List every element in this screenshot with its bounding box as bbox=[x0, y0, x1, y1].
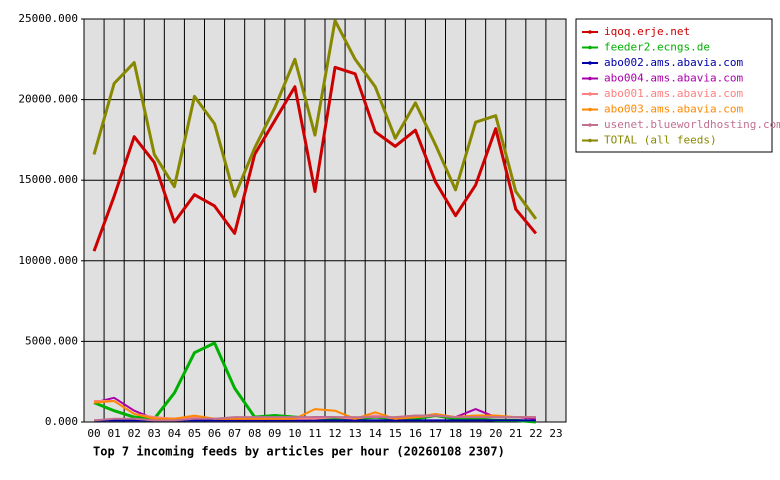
x-tick-label: 02 bbox=[128, 427, 141, 440]
legend-label: abo004.ams.abavia.com bbox=[604, 72, 743, 85]
legend-dot bbox=[588, 45, 592, 50]
x-tick-label: 06 bbox=[208, 427, 221, 440]
legend-dot bbox=[588, 76, 592, 81]
x-tick-label: 12 bbox=[328, 427, 341, 440]
y-tick-label: 0.000 bbox=[45, 415, 78, 428]
y-tick-label: 20000.000 bbox=[18, 93, 78, 106]
x-tick-label: 21 bbox=[509, 427, 522, 440]
x-tick-label: 10 bbox=[288, 427, 301, 440]
x-tick-label: 07 bbox=[228, 427, 241, 440]
legend-box bbox=[575, 18, 773, 153]
x-tick-label: 01 bbox=[108, 427, 121, 440]
x-tick-label: 03 bbox=[148, 427, 161, 440]
x-tick-label: 00 bbox=[87, 427, 100, 440]
x-tick-label: 13 bbox=[349, 427, 362, 440]
x-tick-label: 04 bbox=[168, 427, 182, 440]
legend-label: abo001.ams.abavia.com bbox=[604, 87, 743, 100]
legend-dot bbox=[588, 61, 592, 65]
legend-label: iqoq.erje.net bbox=[604, 25, 690, 38]
legend-dot bbox=[588, 92, 592, 96]
y-tick-label: 5000.000 bbox=[25, 334, 78, 347]
y-tick-label: 15000.000 bbox=[18, 173, 78, 186]
x-tick-label: 19 bbox=[469, 427, 482, 440]
x-tick-label: 09 bbox=[268, 427, 281, 440]
legend-dot bbox=[588, 30, 592, 34]
legend-dot bbox=[588, 107, 592, 112]
legend-dot bbox=[588, 138, 592, 143]
chart-title: Top 7 incoming feeds by articles per hou… bbox=[93, 445, 505, 459]
y-tick-label: 10000.000 bbox=[18, 254, 78, 267]
series-line bbox=[93, 414, 536, 422]
x-tick-label: 23 bbox=[549, 427, 562, 440]
x-tick-label: 20 bbox=[489, 427, 502, 440]
x-tick-label: 16 bbox=[409, 427, 422, 440]
x-tick-label: 17 bbox=[429, 427, 442, 440]
x-tick-label: 05 bbox=[188, 427, 201, 440]
x-tick-label: 15 bbox=[389, 427, 402, 440]
x-tick-label: 18 bbox=[449, 427, 462, 440]
legend-dot bbox=[588, 123, 592, 127]
x-tick-label: 11 bbox=[308, 427, 321, 440]
legend: iqoq.erje.net feeder2.ecngs.de abo002.ams.… bbox=[575, 18, 780, 153]
legend-label: feeder2.ecngs.de bbox=[604, 41, 710, 54]
legend-label: abo002.ams.abavia.com bbox=[604, 56, 743, 69]
y-tick-label: 25000.000 bbox=[18, 12, 78, 25]
legend-label: TOTAL (all feeds) bbox=[604, 134, 717, 147]
series-line bbox=[92, 65, 538, 252]
x-tick-label: 14 bbox=[369, 427, 383, 440]
x-tick-label: 22 bbox=[529, 427, 542, 440]
series-line bbox=[92, 19, 538, 220]
legend-label: usenet.blueworldhosting.com bbox=[604, 118, 780, 131]
x-tick-label: 08 bbox=[248, 427, 261, 440]
legend-label: abo003.ams.abavia.com bbox=[604, 103, 743, 116]
